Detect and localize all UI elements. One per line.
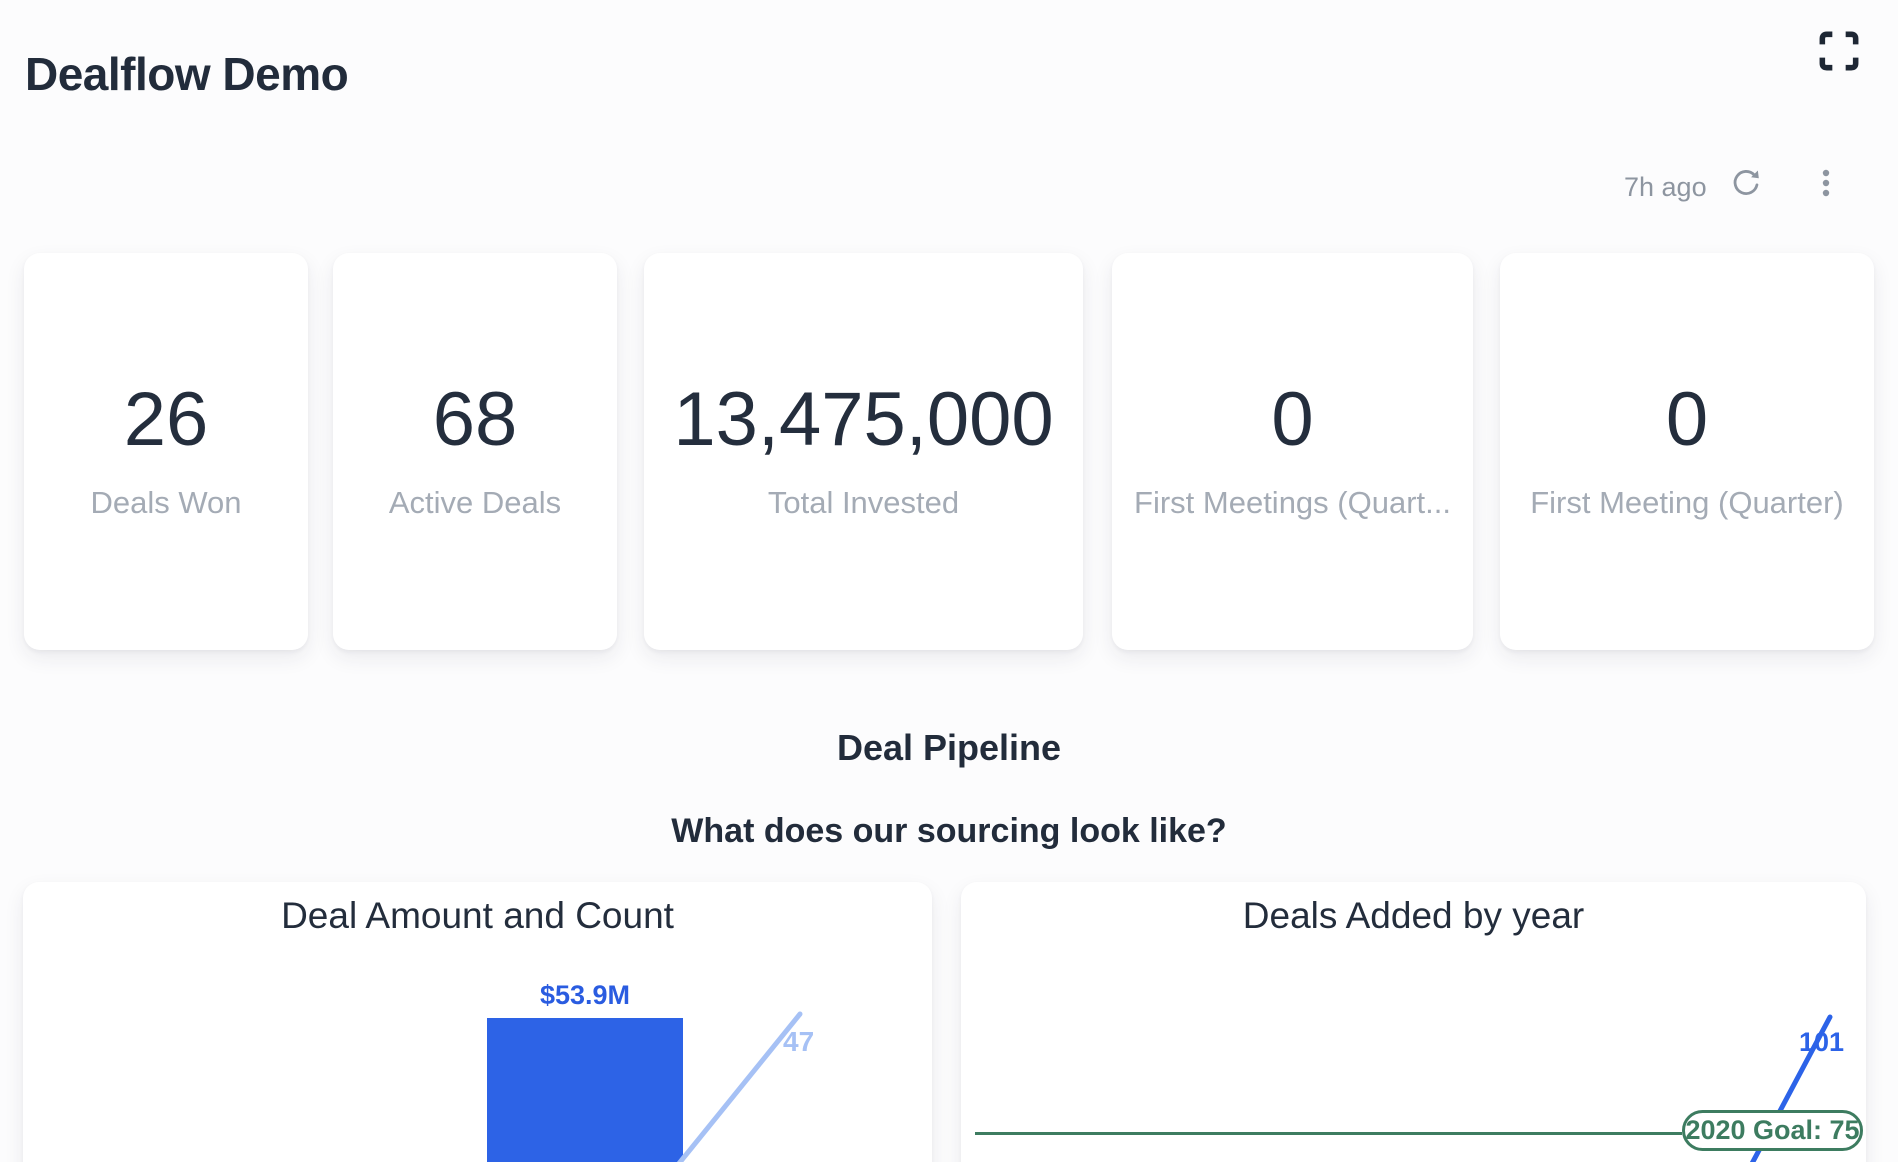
more-menu-button[interactable] [1810, 167, 1842, 199]
kpi-label: First Meeting (Quarter) [1530, 486, 1844, 521]
fullscreen-button[interactable] [1819, 31, 1859, 71]
chart-card-deals-added-by-year: Deals Added by year 101 2020 Goal: 75 [961, 882, 1866, 1162]
page-title: Dealflow Demo [25, 47, 349, 100]
goal-annotation-pill: 2020 Goal: 75 [1682, 1110, 1863, 1151]
goal-reference-line [975, 1132, 1682, 1135]
section-subtitle: What does our sourcing look like? [671, 812, 1227, 850]
kpi-value: 0 [1271, 377, 1314, 463]
chart-title: Deal Amount and Count [281, 895, 674, 936]
kpi-value: 0 [1665, 377, 1709, 463]
chart-plot-area: 101 2020 Goal: 75 [961, 882, 1866, 1162]
kpi-label: Deals Won [90, 486, 242, 521]
bar-deal-amount [487, 1018, 683, 1162]
kpi-value: 26 [123, 377, 209, 463]
deals-added-line [1749, 1014, 1833, 1162]
deal-count-line [676, 1011, 803, 1162]
kpi-card-total-invested: 13,475,000 Total Invested [644, 253, 1083, 650]
refresh-icon [1733, 170, 1759, 195]
kpi-card-active-deals: 68 Active Deals [333, 253, 617, 650]
kpi-card-first-meeting-quarter: 0 First Meeting (Quarter) [1500, 253, 1874, 650]
kpi-value: 68 [432, 377, 518, 463]
kpi-value: 13,475,000 [673, 377, 1054, 463]
chart-title: Deals Added by year [1242, 895, 1585, 936]
kpi-card-deals-won: 26 Deals Won [24, 253, 308, 650]
kpi-label: First Meetings (Quart... [1134, 486, 1451, 521]
last-updated-timestamp: 7h ago [1624, 172, 1707, 202]
chart-plot-area: $53.9M 47 [23, 882, 932, 1162]
chart-card-deal-amount-and-count: Deal Amount and Count $53.9M 47 [23, 882, 932, 1162]
kpi-label: Total Invested [767, 486, 960, 521]
fullscreen-icon [1819, 31, 1859, 71]
refresh-button[interactable] [1730, 167, 1762, 199]
kebab-menu-icon [1822, 169, 1830, 197]
bar-value-label: $53.9M [539, 980, 631, 1010]
section-title: Deal Pipeline [836, 726, 1062, 768]
kpi-label: Active Deals [388, 486, 562, 521]
kpi-card-first-meetings-quarter: 0 First Meetings (Quart... [1112, 253, 1473, 650]
